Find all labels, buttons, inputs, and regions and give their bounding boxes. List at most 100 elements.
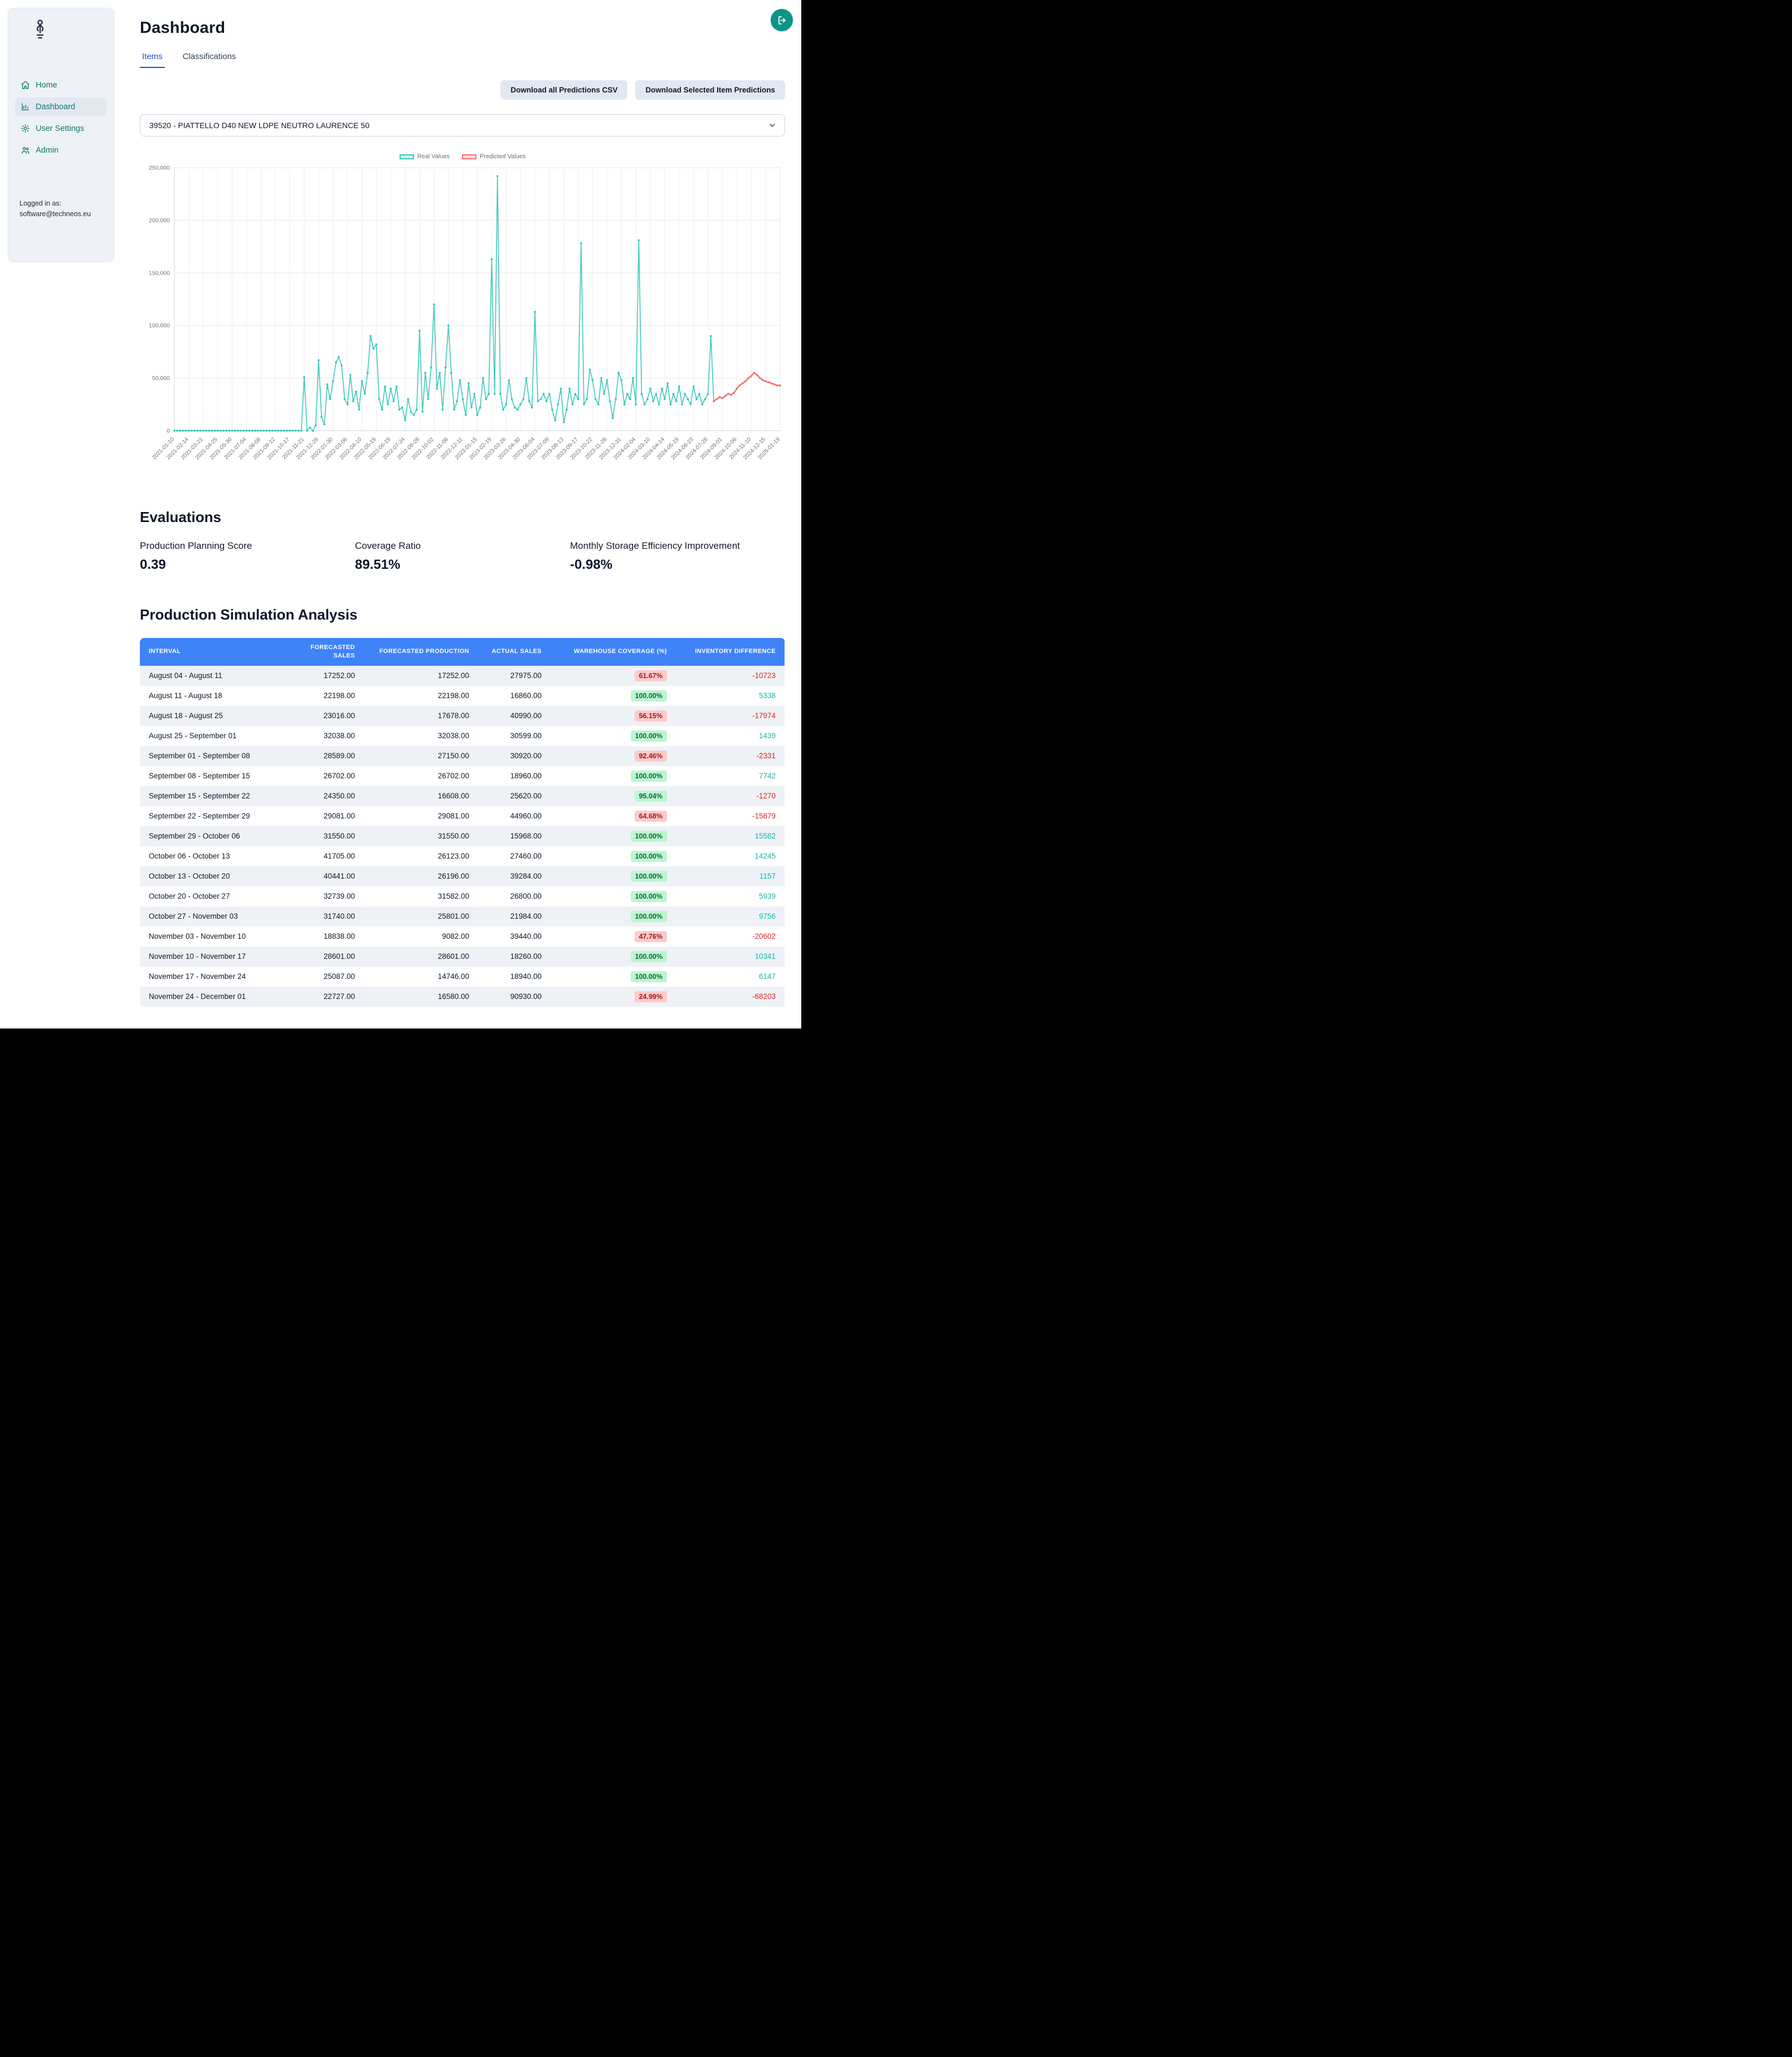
cell-interval: November 10 - November 17 [149, 952, 246, 961]
cell-interval: September 22 - September 29 [149, 812, 250, 821]
cell-warehouse-coverage: 95.04% [551, 786, 676, 806]
cell-warehouse-coverage: 100.00% [551, 866, 676, 886]
simulation-table: INTERVAL FORECASTED SALES FORECASTED PRO… [140, 638, 785, 1007]
cell-forecasted-production: 17252.00 [437, 671, 469, 680]
cell-warehouse-coverage: 100.00% [551, 846, 676, 866]
legend-real-values: Real Values [399, 153, 450, 160]
chart-legend: Real Values Predicted Values [140, 153, 785, 160]
coverage-badge: 100.00% [630, 890, 667, 902]
coverage-badge: 100.00% [630, 850, 667, 862]
sidebar-item-label: Dashboard [36, 102, 75, 111]
item-select[interactable]: 39520 - PIATTELLO D40 NEW LDPE NEUTRO LA… [140, 114, 785, 137]
cell-warehouse-coverage: 92.46% [551, 746, 676, 766]
coverage-badge: 100.00% [630, 910, 667, 922]
cell-interval: September 01 - September 08 [149, 752, 250, 761]
cell-forecasted-production: 22198.00 [437, 691, 469, 700]
sidebar-item-admin[interactable]: Admin [15, 141, 107, 159]
coverage-badge: 95.04% [634, 790, 667, 802]
cell-forecasted-sales: 17252.00 [323, 671, 355, 680]
simulation-section: Production Simulation Analysis INTERVAL … [140, 606, 785, 1007]
logged-in-info: Logged in as: software@techneos.eu [15, 198, 107, 220]
cell-actual-sales: 21984.00 [510, 912, 542, 921]
cell-inventory-difference: -17974 [752, 711, 776, 720]
cell-forecasted-production: 29081.00 [437, 812, 469, 821]
cell-interval: October 13 - October 20 [149, 872, 230, 881]
table-row: September 15 - September 22 24350.00 166… [140, 786, 785, 806]
table-row: October 20 - October 27 32739.00 31582.0… [140, 886, 785, 906]
cell-forecasted-sales: 28601.00 [323, 952, 355, 961]
logout-icon [778, 16, 786, 25]
table-row: October 13 - October 20 40441.00 26196.0… [140, 866, 785, 886]
cell-forecasted-production: 27150.00 [437, 752, 469, 761]
sidebar-item-home[interactable]: Home [15, 76, 107, 94]
sidebar-nav: Home Dashboard User Settings Admin [15, 76, 107, 159]
table-row: November 10 - November 17 28601.00 28601… [140, 946, 785, 967]
coverage-badge: 64.68% [634, 810, 667, 822]
col-actual-sales: ACTUAL SALES [478, 638, 551, 666]
tab-items[interactable]: Items [140, 52, 165, 68]
legend-label: Real Values [417, 153, 450, 160]
cell-actual-sales: 40990.00 [510, 711, 542, 720]
coverage-badge: 100.00% [630, 830, 667, 842]
cell-forecasted-production: 26123.00 [437, 852, 469, 861]
cell-forecasted-sales: 28589.00 [323, 752, 355, 761]
logout-button[interactable] [771, 9, 793, 31]
cell-interval: September 29 - October 06 [149, 832, 240, 841]
cell-forecasted-sales: 23016.00 [323, 711, 355, 720]
cell-forecasted-sales: 22727.00 [323, 992, 355, 1001]
cell-inventory-difference: 6147 [758, 972, 776, 981]
cell-forecasted-production: 17678.00 [437, 711, 469, 720]
cell-forecasted-production: 14746.00 [437, 972, 469, 981]
app-logo [15, 18, 107, 43]
coverage-badge: 100.00% [630, 950, 667, 962]
table-row: November 17 - November 24 25087.00 14746… [140, 966, 785, 987]
table-row: September 29 - October 06 31550.00 31550… [140, 826, 785, 846]
cell-actual-sales: 25620.00 [510, 792, 542, 801]
cell-warehouse-coverage: 61.67% [551, 666, 676, 686]
app-window: Home Dashboard User Settings Admin Logge… [0, 0, 801, 1028]
evaluation-metrics: Production Planning Score 0.39 Coverage … [140, 540, 785, 573]
col-interval: INTERVAL [140, 638, 297, 666]
gear-icon [21, 124, 30, 133]
coverage-badge: 100.00% [630, 870, 667, 882]
metric-value: 89.51% [355, 557, 401, 572]
cell-inventory-difference: 7742 [758, 772, 776, 781]
logo-icon [36, 20, 44, 39]
cell-forecasted-production: 16608.00 [437, 792, 469, 801]
cell-interval: November 03 - November 10 [149, 932, 246, 941]
cell-forecasted-sales: 32038.00 [323, 732, 355, 740]
home-icon [21, 81, 30, 89]
cell-inventory-difference: -15879 [752, 812, 776, 821]
cell-actual-sales: 26800.00 [510, 892, 542, 901]
cell-forecasted-sales: 26702.00 [323, 772, 355, 781]
legend-predicted-values: Predicted Values [462, 153, 525, 160]
cell-warehouse-coverage: 100.00% [551, 947, 676, 967]
table-row: November 03 - November 10 18838.00 9082.… [140, 926, 785, 947]
tab-classifications[interactable]: Classifications [182, 52, 236, 61]
sidebar-item-dashboard[interactable]: Dashboard [15, 98, 107, 116]
users-icon [21, 147, 30, 154]
table-row: November 24 - December 01 22727.00 16580… [140, 986, 785, 1007]
svg-text:0: 0 [167, 428, 170, 435]
table-row: August 25 - September 01 32038.00 32038.… [140, 725, 785, 746]
legend-label: Predicted Values [480, 153, 526, 160]
coverage-badge: 100.00% [630, 730, 667, 742]
cell-inventory-difference: 5338 [758, 691, 776, 700]
sidebar: Home Dashboard User Settings Admin Logge… [0, 0, 122, 1028]
metric-value: -0.98% [570, 557, 613, 572]
cell-inventory-difference: -68203 [752, 992, 776, 1001]
cell-inventory-difference: 15582 [754, 832, 776, 841]
sidebar-item-label: Home [36, 80, 57, 90]
cell-inventory-difference: -2331 [756, 752, 776, 761]
sidebar-card: Home Dashboard User Settings Admin Logge… [8, 8, 114, 262]
chart-icon [22, 103, 29, 110]
cell-actual-sales: 30920.00 [510, 752, 542, 761]
sidebar-item-user-settings[interactable]: User Settings [15, 119, 107, 138]
metric-coverage-ratio: Coverage Ratio 89.51% [355, 540, 570, 573]
coverage-badge: 92.46% [634, 750, 667, 762]
cell-forecasted-production: 26196.00 [437, 872, 469, 881]
table-row: October 27 - November 03 31740.00 25801.… [140, 906, 785, 927]
download-selected-predictions-button[interactable]: Download Selected Item Predictions [635, 80, 785, 100]
coverage-badge: 24.99% [634, 991, 667, 1002]
download-all-predictions-button[interactable]: Download all Predictions CSV [500, 80, 628, 100]
